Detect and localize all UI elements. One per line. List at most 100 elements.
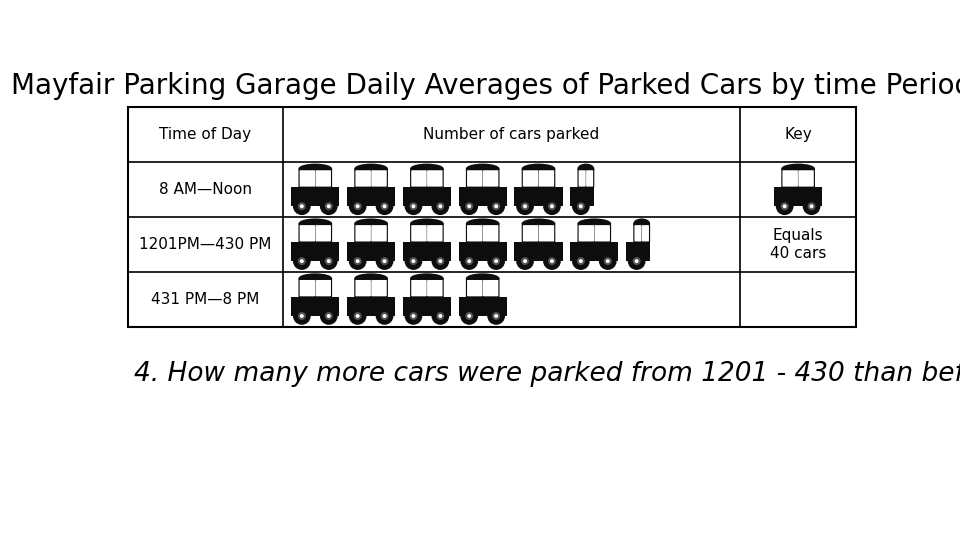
Circle shape [461, 252, 478, 270]
FancyBboxPatch shape [410, 168, 444, 187]
Circle shape [300, 259, 303, 263]
Circle shape [577, 257, 585, 265]
Circle shape [348, 198, 367, 215]
Circle shape [293, 307, 311, 325]
Circle shape [461, 307, 478, 325]
Circle shape [356, 204, 360, 208]
FancyBboxPatch shape [781, 168, 815, 187]
Circle shape [523, 259, 527, 263]
Circle shape [353, 312, 362, 320]
Text: 4. How many more cars were parked from 1201 - 430 than before noon?: 4. How many more cars were parked from 1… [134, 361, 960, 387]
Circle shape [383, 259, 387, 263]
FancyBboxPatch shape [354, 168, 388, 187]
Circle shape [492, 257, 500, 265]
Circle shape [488, 252, 505, 270]
Bar [570, 242, 618, 261]
Circle shape [298, 202, 306, 210]
Circle shape [606, 259, 610, 263]
Circle shape [572, 252, 589, 270]
Bar [291, 297, 339, 316]
FancyBboxPatch shape [299, 224, 332, 242]
Bar [459, 242, 507, 261]
Circle shape [380, 202, 389, 210]
Bar [291, 242, 339, 261]
Ellipse shape [354, 164, 388, 174]
Circle shape [375, 307, 394, 325]
Ellipse shape [781, 164, 815, 174]
Circle shape [599, 252, 616, 270]
Circle shape [780, 202, 789, 210]
Circle shape [326, 314, 330, 318]
Circle shape [383, 314, 387, 318]
FancyBboxPatch shape [521, 168, 555, 187]
FancyBboxPatch shape [578, 224, 612, 242]
Circle shape [412, 204, 416, 208]
Circle shape [468, 204, 471, 208]
FancyBboxPatch shape [410, 278, 444, 297]
Circle shape [380, 257, 389, 265]
Circle shape [782, 204, 786, 208]
Bar [515, 242, 563, 261]
Bar [403, 297, 451, 316]
Circle shape [604, 257, 612, 265]
FancyBboxPatch shape [354, 224, 388, 242]
Circle shape [466, 312, 473, 320]
Circle shape [324, 312, 333, 320]
FancyBboxPatch shape [539, 225, 554, 241]
Circle shape [468, 314, 471, 318]
Circle shape [356, 314, 360, 318]
Circle shape [516, 198, 534, 215]
FancyBboxPatch shape [466, 278, 499, 297]
Circle shape [494, 259, 498, 263]
Circle shape [550, 259, 554, 263]
Circle shape [410, 202, 418, 210]
Circle shape [380, 312, 389, 320]
Ellipse shape [410, 219, 444, 228]
Ellipse shape [466, 164, 499, 174]
FancyBboxPatch shape [467, 280, 483, 296]
Circle shape [439, 259, 443, 263]
Circle shape [404, 307, 422, 325]
Circle shape [375, 252, 394, 270]
Circle shape [439, 314, 443, 318]
FancyBboxPatch shape [427, 225, 443, 241]
Bar [403, 242, 451, 261]
FancyBboxPatch shape [299, 168, 332, 187]
Ellipse shape [466, 219, 499, 228]
Circle shape [628, 252, 645, 270]
Circle shape [548, 257, 556, 265]
Circle shape [461, 198, 478, 215]
Circle shape [404, 252, 422, 270]
Circle shape [375, 198, 394, 215]
FancyBboxPatch shape [372, 280, 387, 296]
Circle shape [439, 204, 443, 208]
Circle shape [550, 204, 554, 208]
Bar [515, 187, 563, 206]
Circle shape [298, 312, 306, 320]
Circle shape [488, 198, 505, 215]
Circle shape [353, 202, 362, 210]
Circle shape [488, 307, 505, 325]
Text: Key: Key [784, 127, 812, 142]
Circle shape [543, 252, 561, 270]
Circle shape [635, 259, 638, 263]
Circle shape [494, 314, 498, 318]
Ellipse shape [466, 273, 499, 284]
Circle shape [324, 202, 333, 210]
Circle shape [431, 252, 449, 270]
Circle shape [577, 202, 585, 210]
Bar [348, 242, 396, 261]
Ellipse shape [299, 219, 332, 228]
Circle shape [572, 198, 589, 215]
FancyBboxPatch shape [467, 225, 483, 241]
Circle shape [523, 204, 527, 208]
FancyBboxPatch shape [355, 225, 371, 241]
Circle shape [320, 252, 338, 270]
FancyBboxPatch shape [300, 170, 315, 187]
Circle shape [412, 314, 416, 318]
Circle shape [320, 307, 338, 325]
Circle shape [348, 252, 367, 270]
Circle shape [437, 202, 444, 210]
Circle shape [466, 202, 473, 210]
Ellipse shape [578, 164, 594, 174]
